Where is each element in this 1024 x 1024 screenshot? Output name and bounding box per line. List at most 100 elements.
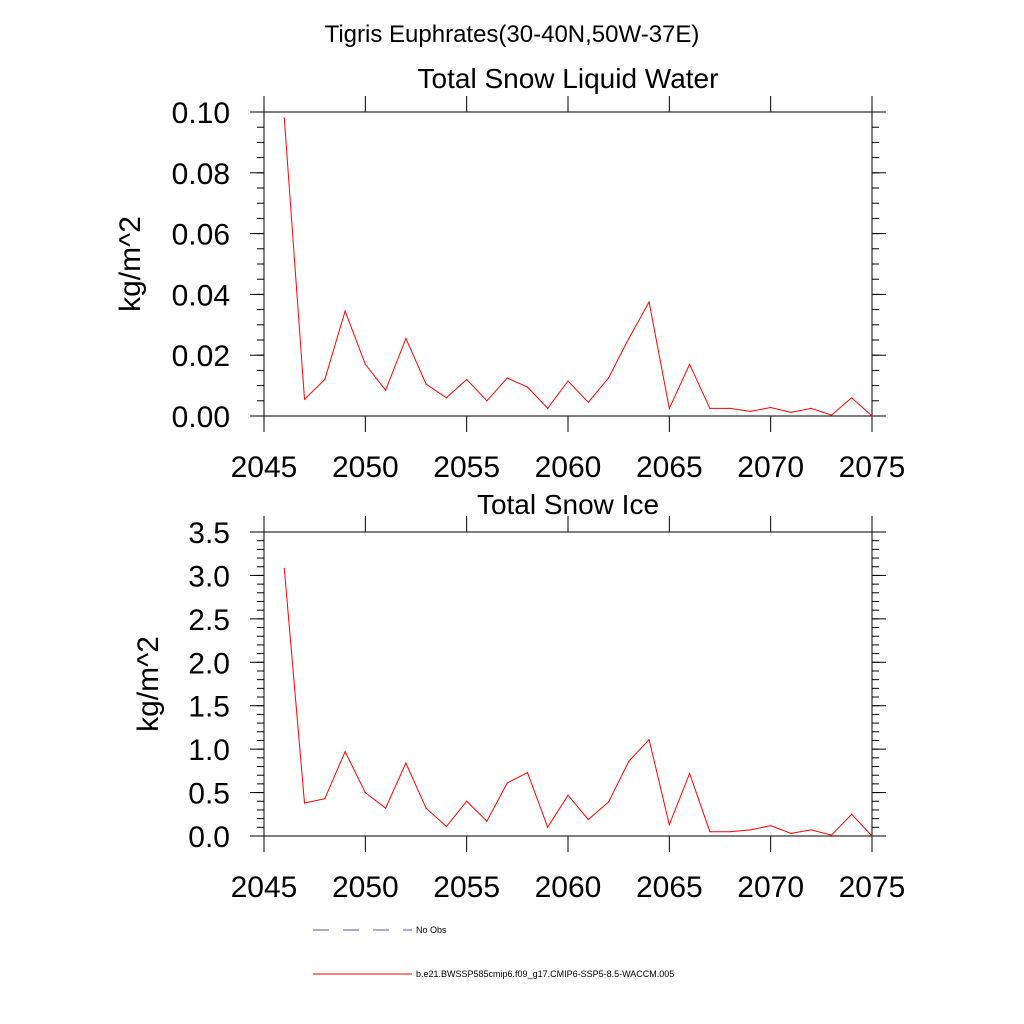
data-point — [729, 831, 731, 833]
chart-title: Total Snow Liquid Water — [418, 63, 719, 94]
x-tick-label: 2075 — [839, 871, 906, 904]
data-point — [526, 386, 529, 388]
panel-snow-ice: Total Snow Ice 2045 2050 2055 2060 2065 2070 20… — [132, 489, 905, 904]
data-point — [344, 310, 346, 312]
data-point — [283, 567, 285, 570]
data-point — [364, 791, 366, 794]
data-point — [547, 407, 549, 409]
x-tick-label: 2070 — [737, 871, 804, 904]
y-tick-label: 2.5 — [188, 604, 230, 637]
data-point — [648, 738, 650, 741]
data-point — [770, 824, 772, 827]
x-tick-label: 2060 — [535, 871, 602, 904]
data-point — [607, 801, 610, 803]
y-tick-label: 0.0 — [188, 821, 230, 854]
data-point — [506, 377, 508, 379]
data-point — [689, 772, 691, 775]
data-point — [486, 820, 488, 822]
data-point — [567, 794, 569, 796]
data-point — [526, 771, 529, 774]
data-point — [445, 825, 447, 828]
data-point — [466, 800, 468, 802]
data-point — [830, 414, 833, 416]
x-tick-label: 2045 — [231, 451, 298, 484]
data-point — [668, 824, 670, 826]
x-tick-label: 2055 — [433, 871, 500, 904]
data-point — [324, 798, 326, 800]
data-point — [790, 832, 792, 834]
x-tick-label: 2070 — [737, 451, 804, 484]
data-point — [385, 389, 387, 391]
y-tick-label: 0.00 — [172, 401, 230, 434]
data-point — [749, 410, 752, 413]
data-point — [405, 337, 407, 340]
data-point — [486, 400, 488, 402]
series-line — [283, 118, 873, 417]
y-axis-label: kg/m^2 — [132, 636, 165, 732]
x-tick-label: 2065 — [636, 451, 703, 484]
data-point — [648, 301, 650, 303]
data-point — [607, 377, 610, 379]
y-tick-label: 1.0 — [188, 734, 230, 767]
data-point — [830, 834, 833, 836]
data-point — [547, 826, 549, 828]
panel-snow-liquid-water: Total Snow Liquid Water 2045 2050 2055 2060 2… — [114, 63, 905, 484]
y-tick-label: 3.0 — [188, 560, 230, 593]
x-tick-label: 2055 — [433, 451, 500, 484]
y-axis-label: kg/m^2 — [114, 216, 147, 312]
data-point — [405, 762, 407, 764]
data-point — [628, 337, 630, 340]
y-tick-label: 1.5 — [188, 691, 230, 724]
data-point — [445, 397, 447, 399]
y-tick-label: 0.04 — [172, 279, 230, 312]
data-point — [729, 407, 731, 409]
data-point — [628, 760, 630, 762]
plot-frame — [263, 531, 873, 837]
data-point — [790, 411, 792, 413]
plot-frame — [263, 111, 873, 417]
x-tick-label: 2045 — [231, 871, 298, 904]
legend-label-no-obs: No Obs — [416, 925, 447, 935]
data-point — [709, 407, 711, 409]
data-point — [324, 378, 326, 381]
y-tick-label: 0.10 — [172, 97, 230, 130]
legend-label-model-run: b.e21.BWSSP585cmip6.f09_g17.CMIP6-SSP5-8… — [416, 969, 674, 979]
data-point — [567, 380, 569, 382]
data-point — [466, 378, 468, 381]
data-point — [364, 363, 366, 365]
data-point — [871, 415, 873, 417]
data-point — [506, 782, 508, 784]
data-point — [425, 807, 427, 809]
data-point — [668, 407, 670, 409]
x-tick-label: 2050 — [332, 451, 399, 484]
data-point — [709, 831, 711, 833]
data-point — [344, 751, 346, 753]
x-tick-label: 2060 — [535, 451, 602, 484]
y-tick-label: 0.06 — [172, 219, 230, 252]
x-tick-label: 2050 — [332, 871, 399, 904]
y-tick-label: 0.5 — [188, 778, 230, 811]
chart-title: Total Snow Ice — [477, 489, 659, 520]
y-tick-label: 0.08 — [172, 158, 230, 191]
data-point — [810, 829, 812, 831]
x-tick-label: 2065 — [636, 871, 703, 904]
data-point — [770, 406, 772, 409]
data-point — [283, 117, 285, 119]
data-point — [810, 407, 812, 409]
data-point — [851, 813, 853, 815]
x-tick-label: 2075 — [839, 451, 906, 484]
data-point — [587, 818, 589, 821]
data-point — [385, 807, 387, 809]
data-point — [303, 802, 306, 804]
y-tick-label: 3.5 — [188, 517, 230, 550]
legend: No Obs b.e21.BWSSP585cmip6.f09_g17.CMIP6… — [313, 925, 674, 979]
data-point — [303, 398, 306, 400]
data-point — [871, 835, 873, 837]
data-point — [689, 363, 691, 365]
y-tick-label: 2.0 — [188, 647, 230, 680]
data-point — [851, 397, 853, 399]
data-point — [587, 401, 589, 403]
series-line — [283, 568, 873, 837]
y-tick-label: 0.02 — [172, 340, 230, 373]
